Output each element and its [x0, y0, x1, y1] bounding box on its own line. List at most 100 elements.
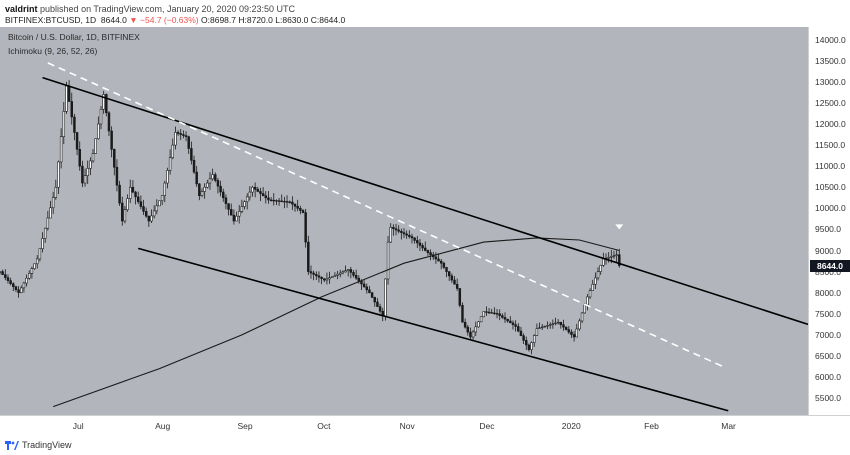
candle-body	[588, 290, 592, 298]
price-tick-label: 13500.0	[815, 55, 846, 66]
candle-body	[259, 191, 262, 194]
price-tick-label: 10000.0	[815, 203, 846, 214]
candle-body	[437, 258, 440, 262]
dashed-midline-trendline	[47, 62, 724, 368]
candle-body	[479, 316, 483, 323]
price-tick-label: 11000.0	[815, 161, 846, 172]
candle-body	[575, 328, 578, 338]
candle-body	[51, 197, 55, 209]
candle-body	[551, 323, 555, 325]
candle-body	[378, 306, 382, 312]
candle-body	[224, 197, 228, 204]
candle-body	[131, 186, 135, 193]
candle-body	[402, 232, 406, 235]
candle-body	[376, 301, 379, 307]
candle-body	[450, 275, 454, 281]
price-tick-label: 12500.0	[815, 97, 846, 108]
candle-body	[235, 215, 238, 222]
brand-name: TradingView	[22, 440, 72, 450]
candle-body	[607, 256, 610, 259]
candle-body	[280, 200, 283, 203]
candle-body	[394, 228, 398, 231]
price-tick-label: 12000.0	[815, 119, 846, 129]
symbol-label: BITFINEX:BTCUSD, 1D	[5, 15, 97, 25]
candle-body	[610, 256, 613, 258]
candle-body	[615, 254, 618, 256]
candle-body	[46, 217, 50, 229]
candle-body	[426, 250, 430, 253]
candle-body	[397, 229, 400, 232]
candle-body	[546, 325, 549, 327]
candle-body	[57, 161, 60, 188]
last-price-label: 8644.0	[810, 259, 850, 272]
price-tick-label: 7000.0	[815, 329, 841, 340]
price-tick-label: 13000.0	[815, 76, 846, 87]
candle-body	[312, 272, 315, 275]
low-value: L:8630.0	[275, 15, 309, 25]
candle-body	[439, 260, 443, 264]
candle-body	[317, 275, 321, 278]
candle-body	[405, 233, 408, 236]
candle-body	[182, 134, 185, 136]
candle-body	[219, 185, 222, 193]
candle-body	[121, 202, 124, 222]
candle-body	[296, 205, 299, 209]
candle-body	[463, 321, 467, 328]
time-tick-label: Sep	[237, 421, 253, 431]
candle-body	[325, 278, 329, 281]
candle-body	[445, 267, 448, 272]
candle-body	[41, 238, 44, 250]
candle-body	[12, 283, 15, 287]
footer: TradingView	[0, 437, 850, 455]
candle-body	[416, 240, 419, 244]
candle-body	[237, 211, 241, 217]
price-tick-label: 8000.0	[815, 287, 841, 298]
legend-indicator: Ichimoku (9, 26, 52, 26)	[8, 46, 98, 56]
candle-body	[299, 208, 302, 211]
candle-body	[548, 324, 552, 326]
time-axis[interactable]: Jul Aug Sep Oct Nov Dec 2020 Feb Mar	[0, 415, 850, 440]
price-axis[interactable]: 14000.0 13500.0 13000.0 12500.0 12000.0 11500…	[808, 27, 850, 415]
candle-body	[421, 245, 424, 249]
close-value: C:8644.0	[310, 15, 346, 25]
candle-body	[144, 211, 148, 217]
price-tick-label: 6500.0	[815, 350, 841, 361]
candle-body	[533, 335, 536, 343]
candle-body	[163, 182, 167, 196]
plot-area[interactable]: Bitcoin / U.S. Dollar, 1D, BITFINEX Ichi…	[0, 27, 808, 415]
candle-body	[277, 200, 281, 202]
time-tick-label: Aug	[155, 421, 171, 431]
candle-body	[54, 186, 58, 198]
candle-body	[455, 283, 459, 289]
candle-body	[511, 322, 515, 325]
candle-body	[540, 326, 544, 329]
candle-body	[370, 292, 374, 298]
candle-body	[86, 167, 89, 176]
time-tick-label: Feb	[644, 421, 659, 431]
lower-support-trendline	[137, 247, 729, 412]
candle-body	[360, 280, 363, 285]
candle-body	[466, 326, 470, 333]
candle-body	[618, 254, 621, 266]
candle-body	[517, 326, 520, 332]
candle-body	[525, 340, 528, 346]
candle-body	[91, 153, 95, 162]
candle-body	[176, 132, 180, 134]
candle-body	[25, 277, 28, 284]
candle-body	[583, 304, 586, 314]
candle-body	[501, 315, 504, 318]
candle-body	[498, 313, 501, 316]
candle-body	[602, 258, 605, 266]
author-name[interactable]: valdrint	[5, 4, 38, 14]
candle-body	[599, 264, 602, 272]
candle-body	[166, 170, 169, 184]
price-tick-label: 8500.0	[815, 266, 841, 277]
candle-body	[320, 276, 323, 279]
candle-body	[315, 274, 318, 277]
candle-body	[192, 159, 196, 173]
candle-body	[107, 112, 111, 132]
chart-overlays	[42, 62, 808, 412]
candle-body	[216, 180, 220, 187]
price-tick-label: 11500.0	[815, 140, 846, 151]
candle-body	[386, 241, 390, 280]
